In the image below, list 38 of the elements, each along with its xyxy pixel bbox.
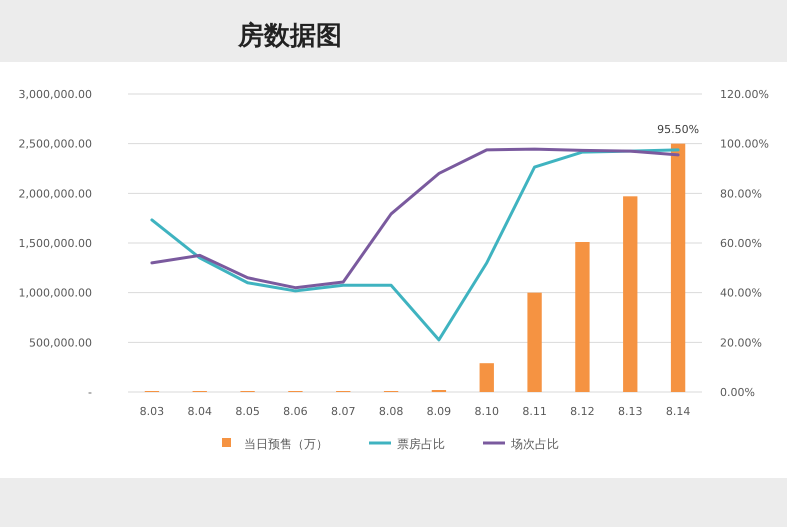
x-tick-label: 8.11 bbox=[522, 405, 547, 418]
data-label: 95.50% bbox=[657, 122, 700, 136]
legend-label: 场次占比 bbox=[510, 437, 559, 451]
legend-label: 票房占比 bbox=[397, 437, 445, 451]
x-tick-label: 8.14 bbox=[666, 405, 690, 418]
bar bbox=[527, 292, 542, 392]
bar bbox=[623, 196, 638, 392]
title: 房数据图 bbox=[238, 21, 342, 51]
x-tick-label: 8.07 bbox=[331, 405, 356, 418]
line-series bbox=[150, 148, 680, 342]
line-series bbox=[150, 148, 680, 290]
x-tick-label: 8.04 bbox=[188, 405, 212, 418]
legend-label: 当日预售（万） bbox=[244, 437, 328, 451]
x-tick-label: 8.13 bbox=[618, 405, 642, 418]
y-tick-label: 1,500,000.00 bbox=[18, 237, 92, 250]
x-tick-label: 8.03 bbox=[140, 405, 164, 418]
y2-tick-label: 0.00% bbox=[720, 386, 755, 399]
y2-tick-label: 120.00% bbox=[720, 88, 769, 101]
x-tick-label: 8.08 bbox=[378, 405, 404, 418]
x-tick-label: 8.06 bbox=[283, 405, 308, 418]
y2-tick-label: 20.00% bbox=[720, 336, 762, 350]
y2-tick-label: 40.00% bbox=[720, 286, 762, 300]
y-tick-label: 1,000,000.00 bbox=[18, 286, 92, 300]
y-tick-label: 2,500,000.00 bbox=[18, 138, 92, 151]
y-tick-label: 2,000,000.00 bbox=[18, 187, 92, 200]
y-tick-label: 3,000,000.00 bbox=[18, 88, 92, 101]
y-tick-label: 500,000.00 bbox=[29, 336, 92, 350]
bar bbox=[575, 242, 590, 392]
y2-tick-label: 100.00% bbox=[720, 138, 769, 151]
x-tick-label: 8.05 bbox=[235, 405, 260, 418]
y-tick-label: - bbox=[88, 386, 92, 399]
y2-tick-label: 60.00% bbox=[720, 237, 762, 250]
bar bbox=[670, 144, 686, 392]
x-tick-label: 8.09 bbox=[426, 405, 452, 418]
bar bbox=[480, 363, 494, 392]
x-tick-label: 8.10 bbox=[474, 405, 499, 418]
x-tick-label: 8.12 bbox=[570, 405, 595, 418]
y2-tick-label: 80.00% bbox=[720, 187, 762, 200]
